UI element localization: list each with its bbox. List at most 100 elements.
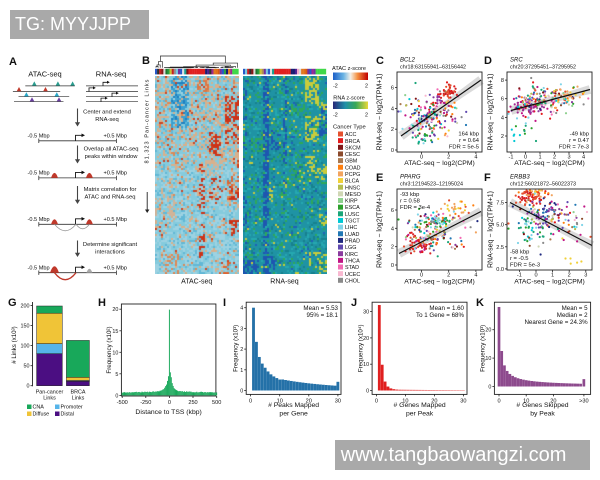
svg-text:FDR = 7e-3: FDR = 7e-3 <box>559 145 589 151</box>
svg-text:0: 0 <box>27 384 30 390</box>
svg-text:# Genes Skipped: # Genes Skipped <box>516 402 568 409</box>
svg-text:RNA-seq − log2(TPM+1): RNA-seq − log2(TPM+1) <box>377 73 384 150</box>
svg-text:C: C <box>376 55 384 67</box>
svg-text:ESCA: ESCA <box>345 205 360 211</box>
svg-text:r = 0.64: r = 0.64 <box>459 138 480 144</box>
svg-text:ATAC and RNA-seq: ATAC and RNA-seq <box>84 195 135 201</box>
svg-text:10: 10 <box>112 350 118 356</box>
svg-text:2: 2 <box>447 273 450 279</box>
svg-text:Overlap all ATAC-seq: Overlap all ATAC-seq <box>84 147 139 153</box>
svg-text:6: 6 <box>391 208 394 214</box>
svg-text:Determine significant: Determine significant <box>83 242 138 248</box>
svg-text:STAD: STAD <box>345 265 359 271</box>
svg-text:-0.5 Mbp: -0.5 Mbp <box>28 171 50 177</box>
svg-text:J: J <box>351 297 357 309</box>
svg-text:interactions: interactions <box>95 250 125 256</box>
svg-text:LGG: LGG <box>345 245 356 251</box>
svg-text:Links: Links <box>72 396 85 402</box>
svg-text:BLCA: BLCA <box>345 179 359 185</box>
svg-text:To 1 Gene = 68%: To 1 Gene = 68% <box>416 312 464 319</box>
svg-text:Distance to TSS (kbp): Distance to TSS (kbp) <box>135 409 201 416</box>
svg-text:4: 4 <box>391 106 394 112</box>
svg-text:2: 2 <box>447 155 450 161</box>
svg-text:# Genes Mapped: # Genes Mapped <box>394 402 446 409</box>
svg-text:-93 kbp: -93 kbp <box>400 192 419 198</box>
svg-text:250: 250 <box>188 400 197 406</box>
svg-text:PPARG: PPARG <box>400 175 421 181</box>
svg-text:+0.5 Mbp: +0.5 Mbp <box>104 265 127 271</box>
svg-text:20: 20 <box>363 336 369 342</box>
svg-text:-0.5 Mbp: -0.5 Mbp <box>28 217 50 223</box>
svg-text:RNA-seq − log2(TPM+1): RNA-seq − log2(TPM+1) <box>377 191 384 268</box>
svg-text:2: 2 <box>553 155 556 161</box>
svg-text:# Peaks Mapped: # Peaks Mapped <box>268 402 319 409</box>
svg-text:CNA: CNA <box>33 405 45 411</box>
svg-text:# Links (x10³): # Links (x10³) <box>11 326 18 363</box>
svg-text:-250: -250 <box>140 400 151 406</box>
svg-text:Mean = 5: Mean = 5 <box>562 305 589 312</box>
svg-text:2: 2 <box>391 245 394 251</box>
svg-text:per Peak: per Peak <box>406 411 434 418</box>
svg-text:PCPG: PCPG <box>345 172 360 178</box>
svg-text:G: G <box>8 297 17 309</box>
svg-text:0: 0 <box>366 389 369 395</box>
svg-text:4: 4 <box>240 306 243 312</box>
svg-text:81,323 Pan-cancer Links: 81,323 Pan-cancer Links <box>145 79 151 164</box>
svg-text:2.5: 2.5 <box>496 245 504 251</box>
svg-text:20: 20 <box>550 398 556 404</box>
svg-text:ATAC-seq − log2(CPM): ATAC-seq − log2(CPM) <box>404 160 475 167</box>
svg-text:D: D <box>484 55 492 67</box>
svg-text:2: 2 <box>365 84 368 90</box>
svg-text:-2: -2 <box>333 84 338 90</box>
svg-text:0: 0 <box>391 148 394 154</box>
svg-text:BRCA: BRCA <box>345 139 360 145</box>
svg-text:2: 2 <box>240 347 243 353</box>
svg-text:KIRP: KIRP <box>345 199 358 205</box>
svg-text:Mean = 5.53: Mean = 5.53 <box>303 305 338 312</box>
svg-text:PRAD: PRAD <box>345 239 360 245</box>
svg-text:ERBB3: ERBB3 <box>510 175 530 181</box>
svg-text:15: 15 <box>112 329 118 335</box>
svg-text:THCA: THCA <box>345 259 360 265</box>
svg-text:Frequency (x10³): Frequency (x10³) <box>480 325 487 372</box>
svg-text:2: 2 <box>501 134 504 140</box>
svg-text:150: 150 <box>21 324 30 330</box>
svg-text:-0.5 Mbp: -0.5 Mbp <box>28 265 50 271</box>
svg-text:>30: >30 <box>579 398 589 404</box>
svg-text:0: 0 <box>168 400 171 406</box>
svg-text:0: 0 <box>115 393 118 399</box>
svg-text:KIRC: KIRC <box>345 252 358 258</box>
svg-text:164 kbp: 164 kbp <box>458 132 479 138</box>
svg-text:7.5: 7.5 <box>496 201 504 207</box>
svg-text:RNA z-score: RNA z-score <box>333 96 364 102</box>
svg-text:by Peak: by Peak <box>530 411 555 418</box>
svg-text:FDR = 5e-5: FDR = 5e-5 <box>449 145 479 151</box>
svg-text:2: 2 <box>365 113 368 119</box>
svg-text:ATAC-seq − log2(CPM): ATAC-seq − log2(CPM) <box>514 279 585 286</box>
svg-text:GBM: GBM <box>345 159 358 165</box>
svg-text:ATAC z-score: ATAC z-score <box>332 66 366 72</box>
svg-text:95% = 18.1: 95% = 18.1 <box>307 312 339 319</box>
svg-text:Pan-cancer: Pan-cancer <box>36 390 64 396</box>
svg-text:I: I <box>223 297 226 309</box>
svg-text:LIHC: LIHC <box>345 225 357 231</box>
svg-text:-49 kbp: -49 kbp <box>570 132 589 138</box>
svg-text:Promoter: Promoter <box>61 405 83 411</box>
svg-text:MESO: MESO <box>345 192 361 198</box>
svg-text:Matrix correlation for: Matrix correlation for <box>84 187 137 193</box>
svg-text:ATAC-seq − log2(CPM): ATAC-seq − log2(CPM) <box>404 279 475 286</box>
svg-text:Links: Links <box>43 396 56 402</box>
svg-text:30: 30 <box>363 310 369 316</box>
svg-text:H: H <box>98 297 106 309</box>
svg-text:peaks within window: peaks within window <box>85 154 139 160</box>
svg-text:0: 0 <box>524 155 527 161</box>
svg-text:10: 10 <box>402 398 408 404</box>
svg-text:30: 30 <box>460 398 466 404</box>
svg-text:BRCA: BRCA <box>71 390 86 396</box>
svg-text:TGCT: TGCT <box>345 219 360 225</box>
svg-text:UCEC: UCEC <box>345 272 360 278</box>
svg-text:Nearest Gene = 24.3%: Nearest Gene = 24.3% <box>524 319 588 326</box>
svg-text:r = -0.5: r = -0.5 <box>510 256 529 262</box>
svg-text:Center and extend: Center and extend <box>83 110 131 116</box>
svg-text:0: 0 <box>488 385 491 391</box>
